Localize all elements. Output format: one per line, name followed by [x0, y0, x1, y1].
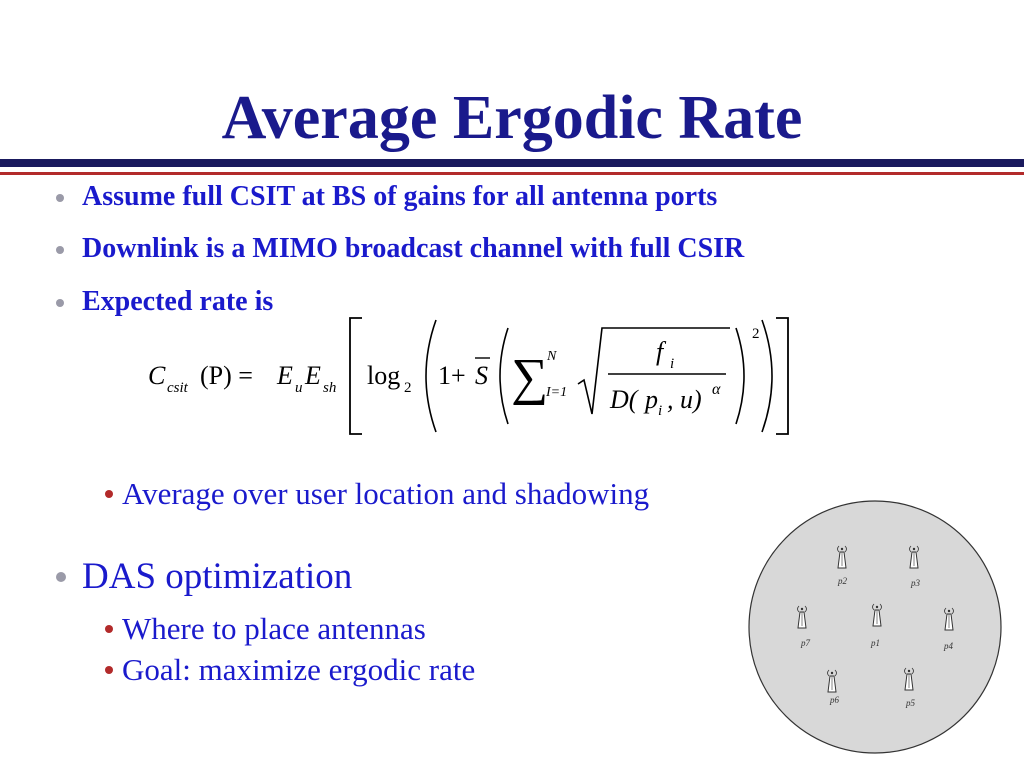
formula-sum-upper: N: [546, 349, 557, 364]
formula-E-sh: E: [304, 361, 321, 390]
label-p2: p2: [837, 576, 848, 586]
slide-title: Average Ergodic Rate: [221, 84, 803, 152]
bullet-average-over-location: Average over user location and shadowing: [122, 476, 650, 511]
formula-E-sh-sub: sh: [323, 380, 336, 396]
formula-sum: ∑: [511, 349, 548, 406]
bullet-das-optimization: DAS optimization: [82, 556, 353, 597]
formula-alpha: α: [712, 381, 721, 398]
bullet-dot-large: [56, 572, 66, 582]
formula-C-sub: csit: [167, 380, 189, 396]
formula-outer-power: 2: [752, 326, 760, 342]
formula-E-u-sub: u: [295, 380, 303, 396]
bullet-goal: Goal: maximize ergodic rate: [122, 652, 476, 687]
formula-log: log: [367, 361, 400, 390]
label-p3-top: p3: [910, 578, 921, 588]
cell-circle: [748, 500, 1002, 754]
formula-lhs-arg: (P) =: [200, 361, 253, 390]
bullet-dot: [56, 246, 64, 254]
sub-bullet-dot: [105, 490, 113, 498]
formula-numerator-sub: i: [670, 356, 674, 372]
formula-denominator-D: D(: [609, 385, 639, 414]
formula-C: C: [148, 361, 166, 390]
title-rule-navy: [0, 159, 1024, 167]
label-p6: p6: [829, 695, 840, 705]
formula-denominator-p-sub: i: [658, 403, 662, 419]
formula-log-base: 2: [404, 380, 412, 396]
title-rule-red: [0, 172, 1024, 175]
bullet-where-to-place: Where to place antennas: [122, 611, 426, 646]
label-p5: p5: [905, 698, 916, 708]
bullet-dot: [56, 299, 64, 307]
formula-one-plus: 1+: [438, 361, 466, 390]
formula-S: S: [475, 361, 488, 390]
formula-numerator-f: f: [656, 337, 667, 366]
bullet-dot: [56, 194, 64, 202]
bullet-expected-rate: Expected rate is: [82, 286, 274, 317]
bullet-csit: Assume full CSIT at BS of gains for all …: [82, 181, 718, 212]
label-p1: p1: [870, 638, 880, 648]
ergodic-rate-formula: C csit (P) = E u E sh log 2 1+ S ∑ N I=1…: [148, 317, 789, 435]
formula-denominator-p: p: [643, 385, 658, 414]
formula-E-u: E: [276, 361, 293, 390]
sub-bullet-dot: [105, 666, 113, 674]
label-p4: p4: [943, 641, 954, 651]
formula-denominator-rest: , u): [667, 385, 702, 414]
das-cell-diagram: p2 p3 p7 p1 p4 p6 p5: [748, 500, 1002, 754]
label-p7: p7: [800, 638, 811, 648]
formula-sum-lower: I=1: [545, 385, 567, 400]
sub-bullet-dot: [105, 625, 113, 633]
bullet-downlink: Downlink is a MIMO broadcast channel wit…: [82, 233, 745, 264]
